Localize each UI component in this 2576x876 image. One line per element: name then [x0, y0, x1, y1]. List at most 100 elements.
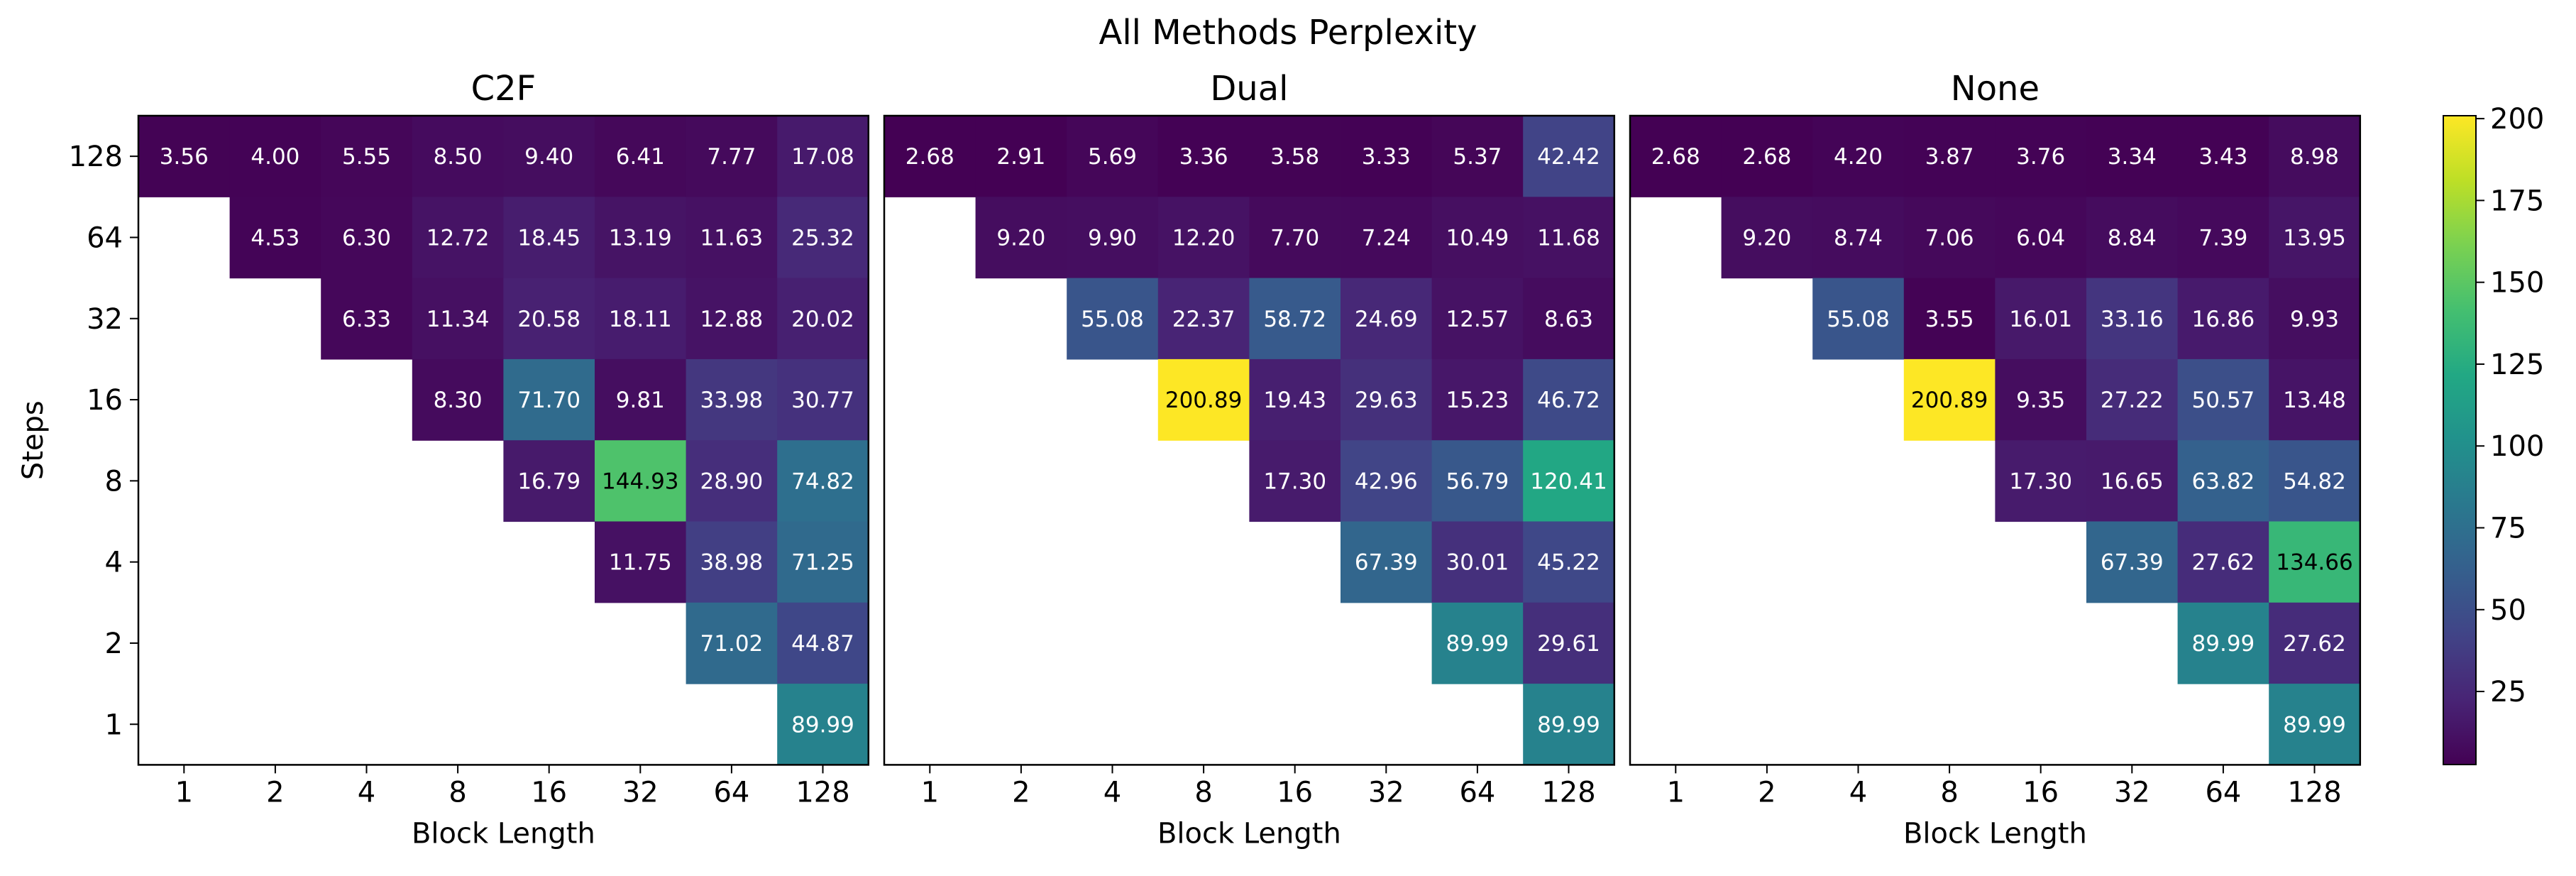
heatmap-panel-3: 2.68 2.68 4.20 3.87 3.76 3.34 3.43 8.98 9.20 8.74… — [1629, 69, 2362, 850]
cell-value-label: 27.62 — [2283, 631, 2346, 657]
cell-value-label: 89.99 — [2283, 712, 2346, 738]
heatmap-cell — [1812, 278, 1905, 360]
cell-value-label: 55.08 — [1827, 307, 1890, 332]
cell-value-label: 16.79 — [517, 469, 580, 494]
heatmap-cell — [2269, 684, 2361, 765]
heatmap-cell — [503, 278, 595, 360]
heatmap-cell — [777, 521, 869, 603]
heatmap-cell — [975, 197, 1067, 279]
cell-value-label: 89.99 — [2192, 631, 2255, 657]
cell-value-label: 30.01 — [1446, 550, 1509, 576]
heatmap-cell — [321, 197, 413, 279]
cell-value-label: 19.43 — [1263, 388, 1326, 413]
heatmap-cell — [777, 116, 869, 197]
heatmap-cell — [503, 197, 595, 279]
cell-value-label: 42.42 — [1537, 144, 1600, 170]
x-axis-label: Block Length — [1157, 817, 1341, 850]
heatmap-cell — [412, 197, 504, 279]
cell-value-label: 13.95 — [2283, 225, 2346, 251]
cell-value-label: 200.89 — [1911, 388, 1988, 413]
cell-value-label: 24.69 — [1355, 307, 1418, 332]
x-tick-label: 2 — [266, 776, 284, 809]
cell-value-label: 6.04 — [2016, 225, 2065, 251]
heatmap-cell — [595, 440, 687, 522]
axes-frame — [137, 114, 870, 766]
cell-value-label: 12.20 — [1172, 225, 1235, 251]
heatmap-cell — [1995, 440, 2087, 522]
heatmap-cell — [1995, 358, 2087, 441]
heatmap-cell — [1067, 278, 1159, 360]
colorbar-gradient — [2443, 115, 2477, 765]
heatmap-cell — [1341, 440, 1433, 522]
heatmap-cell — [321, 116, 413, 197]
cell-value-label: 15.23 — [1446, 388, 1509, 413]
cell-value-label: 3.76 — [2016, 144, 2065, 170]
colorbar-tick-label: 100 — [2490, 430, 2544, 463]
x-tick-label: 16 — [1277, 776, 1313, 809]
cell-value-label: 16.65 — [2101, 469, 2164, 494]
cell-value-label: 3.43 — [2198, 144, 2247, 170]
y-tick-label: 16 — [87, 384, 123, 417]
cell-value-label: 4.20 — [1834, 144, 1883, 170]
heatmap-cell — [1249, 116, 1341, 197]
cell-value-label: 17.08 — [791, 144, 854, 170]
heatmap-cell — [1995, 197, 2087, 279]
heatmap-cell — [2177, 116, 2269, 197]
cell-value-label: 71.70 — [517, 388, 580, 413]
cell-value-label: 71.02 — [700, 631, 764, 657]
cell-value-label: 9.20 — [1742, 225, 1791, 251]
heatmap-cell — [1431, 197, 1524, 279]
heatmap-cell — [2269, 116, 2361, 197]
heatmap-cell — [1157, 278, 1250, 360]
axes-frame — [883, 114, 1616, 766]
heatmap-cell — [2177, 278, 2269, 360]
heatmap-cell — [884, 116, 976, 197]
y-tick-label: 64 — [87, 221, 123, 254]
heatmap-cell — [2269, 602, 2361, 684]
heatmap-cell — [686, 602, 778, 684]
cell-value-label: 7.24 — [1362, 225, 1411, 251]
heatmap-panel-1: 3.56 4.00 5.55 8.50 9.40 6.41 7.77 17.08 4.53 6.3… — [17, 69, 870, 850]
x-tick-label: 32 — [2114, 776, 2150, 809]
panel-title: C2F — [471, 69, 536, 109]
heatmap-cell — [1157, 116, 1250, 197]
heatmap-cell — [1249, 278, 1341, 360]
heatmap-cell — [2086, 521, 2179, 603]
cell-value-label: 144.93 — [602, 469, 678, 494]
heatmap-cell — [2177, 521, 2269, 603]
heatmap-cell — [1249, 440, 1341, 522]
cell-value-label: 11.63 — [700, 225, 764, 251]
cell-value-label: 7.39 — [2198, 225, 2247, 251]
x-tick-label: 64 — [713, 776, 749, 809]
heatmap-cell — [777, 440, 869, 522]
cell-value-label: 5.37 — [1453, 144, 1502, 170]
heatmap-cell — [1523, 602, 1615, 684]
heatmap-cell — [1431, 521, 1524, 603]
heatmap-cell — [777, 358, 869, 441]
cell-value-label: 3.36 — [1179, 144, 1228, 170]
cell-value-label: 6.30 — [342, 225, 391, 251]
heatmap-cell — [686, 521, 778, 603]
heatmap-cell — [1523, 116, 1615, 197]
cell-value-label: 3.55 — [1925, 307, 1974, 332]
cell-value-label: 8.50 — [434, 144, 483, 170]
heatmap-cell — [1903, 278, 1996, 360]
cell-value-label: 8.63 — [1544, 307, 1593, 332]
heatmap-cell — [777, 197, 869, 279]
panel-title: None — [1951, 69, 2040, 109]
cell-value-label: 89.99 — [1446, 631, 1509, 657]
cell-value-label: 30.77 — [791, 388, 854, 413]
x-tick-label: 64 — [2205, 776, 2241, 809]
heatmap-cell — [1341, 197, 1433, 279]
cell-value-label: 2.68 — [1742, 144, 1791, 170]
heatmap-cell — [2086, 358, 2179, 441]
cell-value-label: 29.63 — [1355, 388, 1418, 413]
heatmap-cell — [595, 358, 687, 441]
heatmap-cell — [1523, 684, 1615, 765]
colorbar-tick-label: 150 — [2490, 267, 2544, 300]
heatmap-panels: 3.56 4.00 5.55 8.50 9.40 6.41 7.77 17.08 4.53 6.3… — [17, 69, 2362, 850]
cell-value-label: 74.82 — [791, 469, 854, 494]
cell-value-label: 6.41 — [616, 144, 665, 170]
heatmap-cell — [2177, 197, 2269, 279]
y-tick-label: 32 — [87, 303, 123, 336]
